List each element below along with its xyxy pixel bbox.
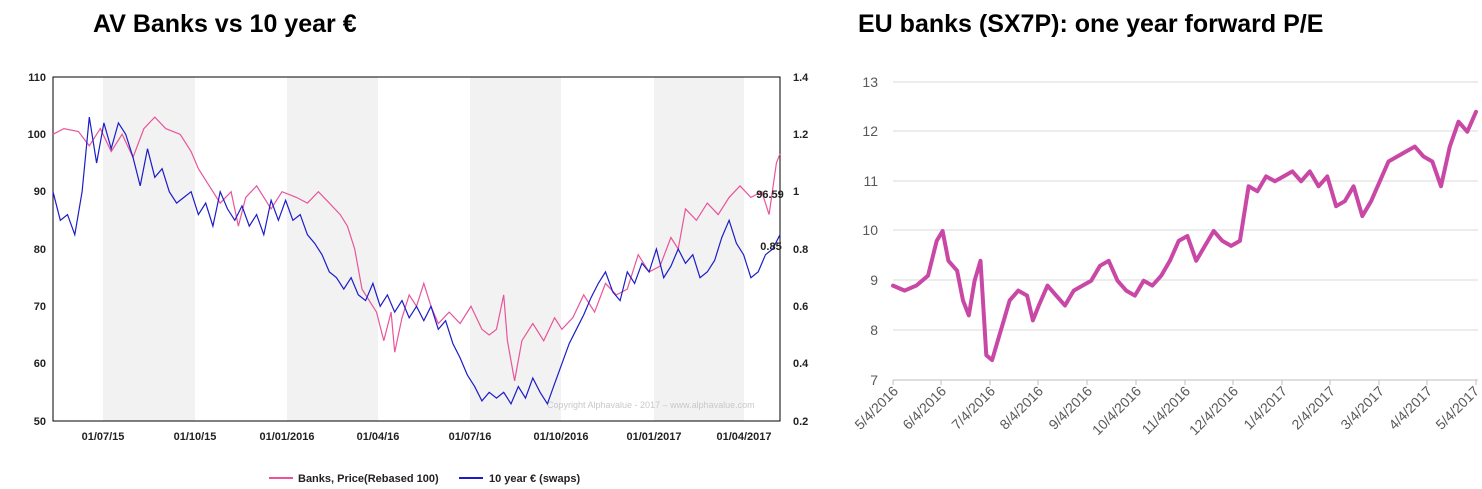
right-x-tick-marks <box>892 380 1477 385</box>
right-chart-title: EU banks (SX7P): one year forward P/E <box>858 10 1324 38</box>
legend-label-banks: Banks, Price(Rebased 100) <box>298 473 439 485</box>
right-gridlines <box>893 81 1478 381</box>
legend: Banks, Price(Rebased 100) 10 year € (swa… <box>269 473 580 485</box>
right-chart: 13 12 11 10 9 8 7 5/4/2016 6/4/2016 7/4/… <box>851 74 1482 438</box>
pe-x-tick: 8/4/2016 <box>996 383 1046 433</box>
right-y-tick: 1 <box>793 186 799 198</box>
pe-x-tick: 5/4/2016 <box>851 383 901 433</box>
pe-x-tick: 11/4/2016 <box>1138 383 1193 438</box>
left-x-tick: 01/01/2016 <box>259 431 314 443</box>
pe-x-tick: 7/4/2016 <box>948 383 998 433</box>
left-x-tick: 01/04/16 <box>357 431 400 443</box>
left-chart-title: AV Banks vs 10 year € <box>93 10 357 38</box>
left-plot-frame <box>52 76 781 422</box>
swap-end-label: 0.85 <box>760 241 781 253</box>
banks-end-label: 96.59 <box>756 189 784 201</box>
pe-y-tick: 12 <box>862 123 878 139</box>
right-y-tick: 1.4 <box>793 72 809 84</box>
left-y-tick: 110 <box>28 72 46 84</box>
pe-x-tick: 3/4/2017 <box>1337 383 1387 433</box>
pe-y-tick: 10 <box>862 222 878 238</box>
pe-y-tick: 13 <box>862 74 878 90</box>
right-x-axis-labels: 5/4/2016 6/4/2016 7/4/2016 8/4/2016 9/4/… <box>851 383 1482 439</box>
watermark: Copyright Alphavalue - 2017 – www.alphav… <box>547 400 755 410</box>
right-y-tick: 0.2 <box>793 416 808 428</box>
left-y-tick: 80 <box>34 244 46 256</box>
left-x-tick: 01/07/15 <box>82 431 125 443</box>
left-x-tick: 01/07/16 <box>449 431 492 443</box>
left-y-axis: 110 100 90 80 70 60 50 <box>28 72 46 428</box>
right-y-tick: 0.4 <box>793 358 809 370</box>
right-y-axis: 1.4 1.2 1 0.8 0.6 0.4 0.2 <box>793 72 809 428</box>
banks-price-line <box>52 116 781 382</box>
left-x-tick: 01/01/2017 <box>626 431 681 443</box>
pe-y-tick: 9 <box>870 272 878 288</box>
ten-year-swap-line <box>52 117 781 406</box>
pe-x-tick: 2/4/2017 <box>1288 383 1338 433</box>
left-chart: 110 100 90 80 70 60 50 1.4 1.2 1 0.8 0.6… <box>28 72 810 485</box>
left-y-tick: 90 <box>34 186 46 198</box>
left-y-tick: 100 <box>28 129 46 141</box>
left-y-tick: 70 <box>34 301 46 313</box>
left-x-tick: 01/04/2017 <box>716 431 771 443</box>
pe-y-tick: 11 <box>863 173 878 189</box>
legend-item-banks[interactable]: Banks, Price(Rebased 100) <box>269 473 439 485</box>
left-x-tick: 01/10/15 <box>174 431 217 443</box>
right-y-tick: 0.8 <box>793 244 808 256</box>
left-y-tick: 60 <box>34 358 46 370</box>
pe-y-tick: 8 <box>870 322 878 338</box>
pe-x-tick: 6/4/2016 <box>899 383 949 433</box>
pe-y-tick: 7 <box>870 372 878 388</box>
shaded-period-bands <box>103 77 744 421</box>
left-y-tick: 50 <box>34 416 46 428</box>
right-y-tick: 1.2 <box>793 129 808 141</box>
legend-label-swaps: 10 year € (swaps) <box>489 473 580 485</box>
pe-x-tick: 4/4/2017 <box>1385 383 1435 433</box>
pe-x-tick: 1/4/2017 <box>1240 383 1290 433</box>
pe-ratio-line <box>891 109 1478 363</box>
legend-item-swaps[interactable]: 10 year € (swaps) <box>459 473 580 485</box>
pe-x-tick: 5/4/2017 <box>1432 383 1482 433</box>
right-y-axis-labels: 13 12 11 10 9 8 7 <box>862 74 878 388</box>
pe-x-tick: 10/4/2016 <box>1089 383 1145 439</box>
right-y-tick: 0.6 <box>793 301 808 313</box>
pe-x-tick: 9/4/2016 <box>1045 383 1095 433</box>
left-x-axis: 01/07/15 01/10/15 01/01/2016 01/04/16 01… <box>82 431 772 443</box>
pe-x-tick: 12/4/2016 <box>1186 383 1242 439</box>
left-x-tick: 01/10/2016 <box>533 431 588 443</box>
